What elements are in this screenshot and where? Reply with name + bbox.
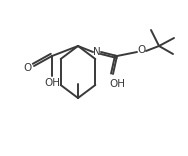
Text: OH: OH <box>109 79 125 89</box>
Text: O: O <box>24 63 32 73</box>
Text: OH: OH <box>44 78 60 88</box>
Text: O: O <box>138 45 146 55</box>
Text: N: N <box>93 47 101 57</box>
